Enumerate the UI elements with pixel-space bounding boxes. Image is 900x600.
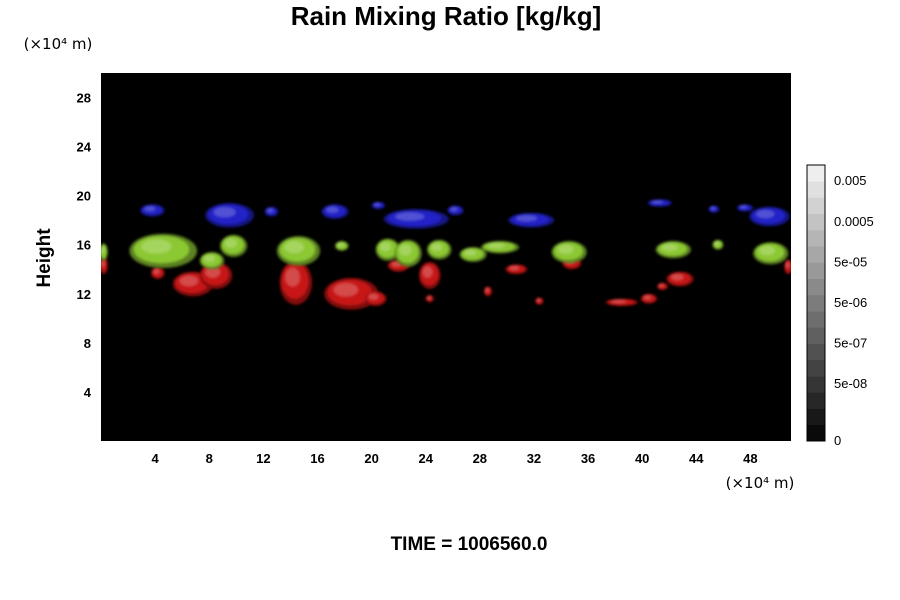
field-region bbox=[418, 261, 441, 289]
colorbar-swatch bbox=[807, 181, 825, 198]
x-tick-label: 20 bbox=[364, 451, 378, 466]
field-region bbox=[383, 209, 449, 229]
x-tick-label: 24 bbox=[418, 451, 433, 466]
colorbar-swatch bbox=[807, 424, 825, 442]
colorbar-swatch bbox=[807, 278, 825, 296]
field-region bbox=[647, 199, 672, 207]
field-region bbox=[321, 204, 349, 219]
field-region bbox=[605, 298, 639, 307]
colorbar-tick-label: 0 bbox=[834, 433, 841, 448]
colorbar-tick-label: 5e-06 bbox=[834, 295, 867, 310]
x-tick-label: 48 bbox=[743, 451, 757, 466]
field-region bbox=[749, 206, 790, 227]
x-tick-label: 40 bbox=[635, 451, 649, 466]
field-region bbox=[736, 204, 754, 212]
colorbar-tick-label: 0.005 bbox=[834, 173, 867, 188]
field-region bbox=[199, 252, 225, 270]
colorbar-swatch bbox=[807, 246, 825, 263]
field-region bbox=[279, 260, 313, 305]
field-region bbox=[375, 238, 400, 261]
colorbar-swatch bbox=[807, 359, 825, 377]
colorbar-swatch bbox=[807, 294, 825, 312]
colorbar-swatch bbox=[807, 197, 825, 215]
colorbar-swatch bbox=[807, 213, 825, 231]
field-region bbox=[505, 264, 528, 275]
field-region bbox=[666, 271, 694, 287]
y-tick-label: 20 bbox=[77, 189, 91, 204]
field-region bbox=[535, 297, 544, 305]
y-tick-label: 24 bbox=[77, 140, 92, 155]
y-tick-label: 4 bbox=[84, 385, 92, 400]
y-tick-label: 12 bbox=[77, 287, 91, 302]
colorbar-tick-label: 5e-07 bbox=[834, 336, 867, 351]
colorbar-frame bbox=[806, 164, 826, 442]
field-region bbox=[140, 204, 165, 217]
field-layer-1 bbox=[101, 257, 791, 310]
field-region bbox=[101, 243, 108, 261]
x-axis-ticks: 4 8 12 16 20 24 28 32 36 40 44 48 bbox=[152, 451, 758, 466]
field-region bbox=[655, 241, 691, 259]
y-tick-label: 16 bbox=[77, 238, 91, 253]
field-region bbox=[640, 293, 658, 304]
field-region bbox=[657, 282, 668, 291]
time-label: TIME = 1006560.0 bbox=[391, 534, 548, 555]
x-tick-label: 36 bbox=[581, 451, 595, 466]
field-region bbox=[394, 239, 422, 267]
field-layers bbox=[101, 199, 791, 310]
field-region bbox=[508, 212, 555, 228]
colorbar-swatch bbox=[807, 408, 825, 426]
field-region bbox=[481, 241, 520, 254]
field-region bbox=[220, 234, 248, 257]
field-region bbox=[129, 233, 198, 269]
y-tick-label: 8 bbox=[84, 336, 91, 351]
field-region bbox=[425, 295, 434, 303]
colorbar: 0 5e-08 5e-07 5e-06 5e-05 0.0005 0.005 bbox=[806, 164, 874, 448]
field-region bbox=[447, 205, 464, 216]
field-layer-2 bbox=[101, 233, 789, 270]
field-region bbox=[151, 266, 165, 280]
x-tick-label: 28 bbox=[473, 451, 487, 466]
chart-title: Rain Mixing Ratio [kg/kg] bbox=[291, 1, 602, 31]
colorbar-swatch bbox=[807, 165, 825, 182]
field-region bbox=[551, 241, 587, 264]
colorbar-swatch bbox=[807, 327, 825, 344]
x-tick-label: 44 bbox=[689, 451, 704, 466]
colorbar-tick-label: 5e-08 bbox=[834, 376, 867, 391]
y-unit-label: (×10⁴ m) bbox=[24, 35, 93, 53]
field-region bbox=[335, 241, 349, 251]
x-tick-label: 12 bbox=[256, 451, 270, 466]
colorbar-swatch bbox=[807, 343, 825, 361]
y-tick-label: 28 bbox=[77, 91, 91, 106]
field-region bbox=[753, 242, 789, 265]
field-region bbox=[784, 259, 791, 275]
x-unit-label: (×10⁴ m) bbox=[726, 474, 795, 492]
field-region bbox=[371, 201, 386, 210]
field-region bbox=[264, 206, 279, 217]
field-region bbox=[708, 205, 720, 213]
field-region bbox=[324, 277, 379, 310]
field-layer-0 bbox=[140, 199, 790, 229]
y-axis-label: Height bbox=[34, 228, 55, 288]
colorbar-swatch bbox=[807, 262, 825, 279]
field-region bbox=[205, 203, 254, 228]
colorbar-swatch bbox=[807, 376, 825, 393]
x-tick-label: 4 bbox=[152, 451, 160, 466]
colorbar-swatch bbox=[807, 392, 825, 409]
field-region bbox=[101, 257, 108, 275]
field-region bbox=[427, 239, 452, 260]
y-axis-ticks: 4 8 12 16 20 24 28 bbox=[77, 91, 92, 400]
x-tick-label: 32 bbox=[527, 451, 541, 466]
colorbar-swatch bbox=[807, 311, 825, 328]
colorbar-swatch bbox=[807, 229, 825, 247]
colorbar-tick-label: 5e-05 bbox=[834, 254, 867, 269]
field-region bbox=[712, 239, 724, 250]
colorbar-tick-label: 0.0005 bbox=[834, 214, 874, 229]
x-tick-label: 8 bbox=[206, 451, 213, 466]
field-region bbox=[459, 247, 487, 262]
x-tick-label: 16 bbox=[310, 451, 324, 466]
field-region bbox=[483, 286, 492, 297]
field-region bbox=[276, 236, 321, 266]
field-region bbox=[364, 291, 387, 307]
